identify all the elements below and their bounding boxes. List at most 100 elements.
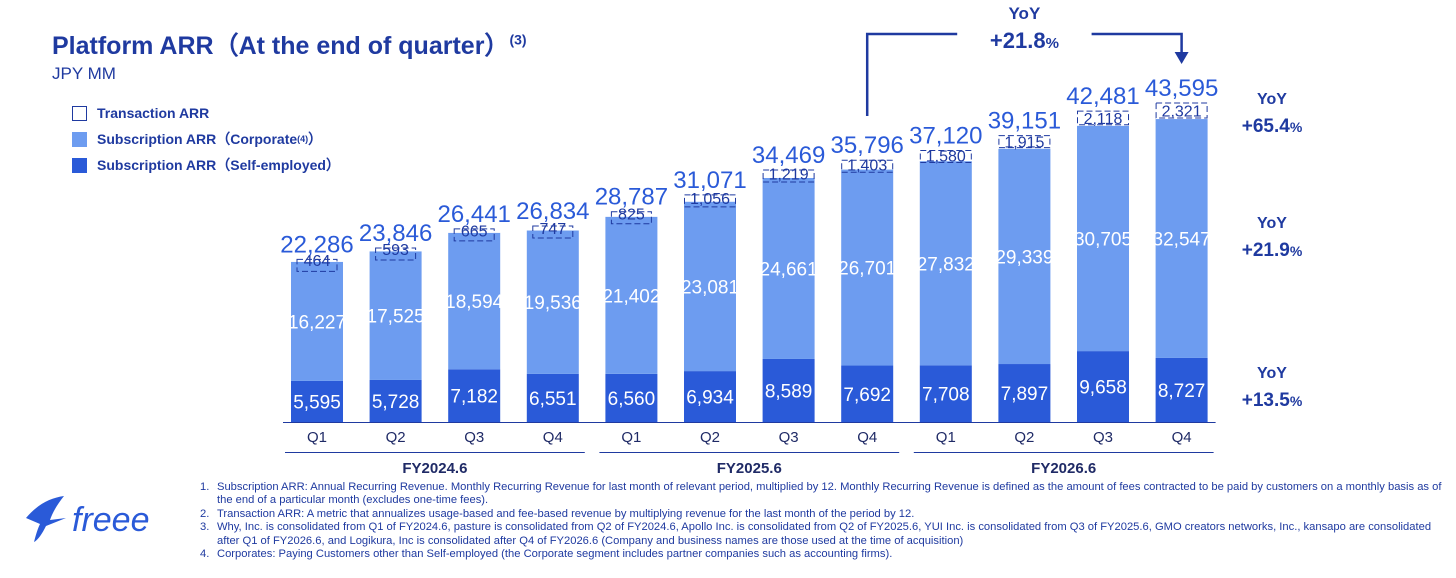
data-label-self-employed: 7,897	[1001, 384, 1049, 405]
footnote-3-number: 3.	[200, 521, 210, 534]
data-label-total: 39,151	[988, 108, 1061, 135]
legend-swatch-transaction	[72, 105, 87, 121]
data-label-corporate: 21,402	[602, 286, 660, 307]
bar-self-employed	[526, 373, 579, 422]
bar-corporate	[448, 232, 501, 370]
bar-self-employed	[998, 364, 1051, 422]
data-label-self-employed: 5,728	[372, 392, 420, 413]
data-label-total: 22,286	[280, 231, 353, 258]
data-label-total: 31,071	[673, 167, 746, 194]
data-label-transaction: 825	[618, 207, 645, 224]
x-tick-label: Q4	[543, 429, 563, 446]
data-label-corporate: 16,227	[288, 312, 346, 333]
x-tick-label: Q1	[936, 429, 956, 446]
data-label-self-employed: 7,182	[450, 387, 498, 408]
footnote-3: 3. Why, Inc. is consolidated from Q1 of F…	[200, 521, 1448, 548]
data-label-corporate: 24,661	[760, 259, 818, 280]
bar-transaction	[605, 210, 658, 217]
bird-icon	[26, 496, 66, 542]
bar-self-employed	[1077, 351, 1129, 422]
footnote-3-text: Why, Inc. is consolidated from Q1 of FY2…	[217, 521, 1432, 547]
yoy-bracket-right	[1091, 32, 1183, 54]
bar-transaction	[448, 227, 501, 233]
x-tick-label: Q4	[857, 429, 877, 446]
data-label-total: 42,481	[1066, 83, 1139, 110]
bar-transaction	[526, 225, 579, 231]
yoy-total-label: YoY	[1008, 4, 1040, 23]
bar-transaction	[369, 246, 422, 252]
bar-transaction	[291, 258, 343, 262]
footnote-4-text: Corporates: Paying Customers other than …	[217, 548, 893, 561]
transaction-label-box	[684, 194, 736, 208]
data-label-transaction: 1,915	[1004, 135, 1044, 152]
footnote-4-number: 4.	[200, 548, 210, 561]
footnote-4: 4. Corporates: Paying Customers other tha…	[200, 548, 1448, 561]
data-label-self-employed: 7,708	[922, 385, 970, 406]
bar-corporate	[998, 148, 1051, 365]
yoy-total-value: +21.8%	[990, 28, 1059, 53]
bar-transaction	[919, 149, 972, 162]
legend-label-transaction: Transaction ARR	[97, 105, 210, 121]
bar-transaction	[762, 168, 815, 178]
data-label-total: 37,120	[909, 123, 982, 150]
data-label-transaction: 2,118	[1084, 111, 1123, 128]
legend-label-corporate-close: ）	[308, 131, 323, 147]
yoy-segment-value: +65.4%	[1242, 116, 1303, 137]
data-label-self-employed: 8,727	[1158, 381, 1206, 402]
transaction-label-box	[453, 228, 495, 242]
yoy-arrow-head	[1174, 52, 1189, 64]
bar-corporate	[526, 230, 579, 374]
legend-swatch-corporate	[72, 131, 87, 147]
group-label: FY2026.6	[1031, 460, 1096, 477]
legend-item-transaction: Transaction ARR	[72, 100, 340, 126]
bar-self-employed	[1155, 357, 1208, 422]
group-label: FY2025.6	[717, 460, 782, 477]
x-tick-label: Q2	[1014, 429, 1034, 446]
title-text: Platform ARR（At the end of quarter）	[52, 32, 510, 60]
x-tick-label: Q2	[700, 429, 720, 446]
transaction-label-box	[998, 135, 1051, 149]
data-label-corporate: 30,705	[1074, 229, 1132, 250]
data-label-self-employed: 7,692	[843, 385, 891, 406]
data-label-transaction: 1,403	[847, 157, 887, 174]
legend-swatch-self-employed	[72, 157, 87, 173]
footnote-1-number: 1.	[200, 481, 210, 493]
x-tick-label: Q3	[779, 429, 799, 446]
transaction-label-box	[919, 150, 972, 164]
bar-corporate	[369, 251, 422, 380]
x-tick-label: Q3	[1093, 429, 1113, 446]
bar-corporate	[1155, 119, 1208, 358]
data-label-transaction: 1,580	[926, 148, 966, 165]
transaction-label-box	[1155, 102, 1208, 119]
bar-self-employed	[369, 379, 422, 422]
data-label-corporate: 32,547	[1153, 229, 1211, 250]
legend-label-self-employed: Subscription ARR（Self-employed）	[97, 157, 340, 173]
legend: Transaction ARR Subscription ARR（Corpora…	[72, 100, 340, 178]
bar-self-employed	[291, 380, 343, 422]
x-tick-label: Q3	[464, 429, 484, 446]
data-label-transaction: 464	[304, 253, 331, 270]
data-label-self-employed: 5,595	[293, 392, 341, 413]
footnotes: 1. Subscription ARR: Annual Recurring Rev…	[200, 481, 1448, 561]
x-tick-label: Q1	[621, 429, 641, 446]
bar-corporate	[605, 216, 658, 374]
bar-corporate	[1077, 125, 1129, 352]
page-title: Platform ARR（At the end of quarter）(3)	[52, 26, 527, 62]
bar-corporate	[841, 169, 894, 366]
bar-transaction	[1077, 110, 1129, 126]
data-label-transaction: 747	[539, 221, 566, 238]
data-label-transaction: 593	[382, 242, 409, 259]
yoy-segment-label: YoY	[1257, 365, 1287, 382]
unit-label: JPY MM	[52, 64, 116, 83]
logo-wordmark: freee	[72, 501, 150, 539]
bar-self-employed	[841, 365, 894, 422]
data-label-total: 34,469	[752, 142, 825, 169]
legend-corporate-footnote-ref: (4)	[297, 134, 309, 144]
bar-transaction	[684, 193, 736, 202]
bar-transaction	[998, 134, 1051, 149]
x-tick-label: Q4	[1172, 429, 1192, 446]
data-label-transaction: 665	[461, 223, 488, 240]
data-label-total: 26,834	[516, 198, 589, 225]
data-label-self-employed: 6,551	[529, 389, 577, 410]
